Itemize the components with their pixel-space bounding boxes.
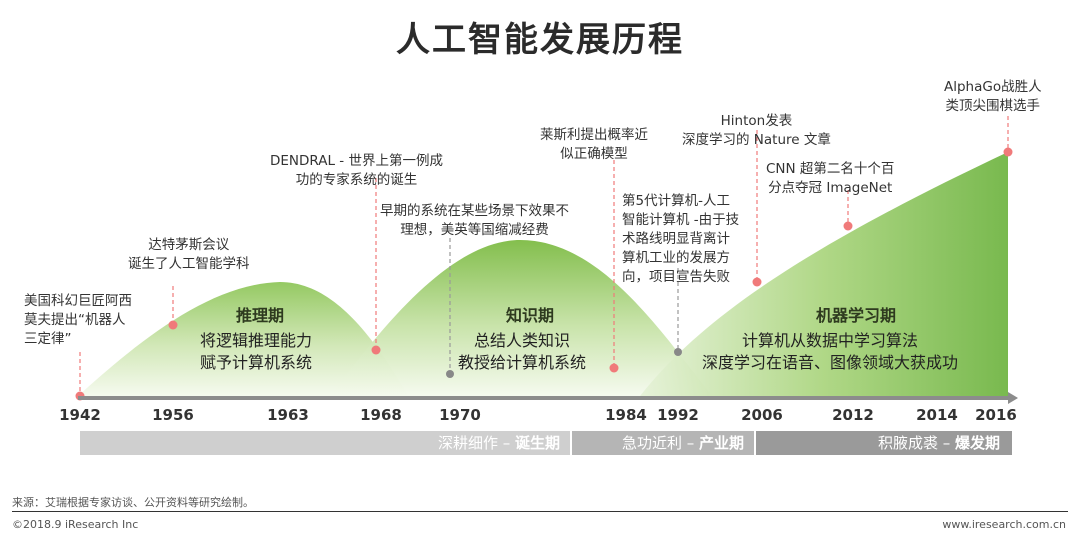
marker-2006 [752, 277, 762, 287]
axis-year: 1942 [59, 406, 101, 424]
event-1942: 美国科幻巨匠阿西 莫夫提出“机器人 三定律” [24, 293, 132, 347]
event-1970: 早期的系统在某些场景下效果不 理想，美英等国缩减经费 [380, 203, 569, 238]
marker-1984 [609, 363, 619, 373]
event-2016: AlphaGo战胜人 类顶尖围棋选手 [944, 79, 1042, 114]
phase-curve-ml [640, 152, 1008, 396]
axis-year: 1970 [439, 406, 481, 424]
copyright: ©2018.9 iResearch Inc [12, 518, 139, 531]
timeline-arrow [1008, 392, 1018, 404]
event-2012: CNN 超第二名十个百 分点夺冠 ImageNet [766, 161, 895, 196]
marker-1970 [446, 370, 454, 378]
era-label-industry: 急功近利 – 产业期 [621, 434, 744, 452]
axis-year: 1963 [267, 406, 309, 424]
era-bar-birth [80, 431, 570, 455]
event-2006: Hinton发表 深度学习的 Nature 文章 [682, 113, 831, 148]
phase-desc-ml: 计算机从数据中学习算法 深度学习在语音、图像领域大获成功 [702, 331, 959, 372]
axis-year: 1984 [605, 406, 647, 424]
phase-name-reasoning: 推理期 [236, 306, 285, 325]
event-1992: 第5代计算机-人工 智能计算机 -由于技 术路线明显背离计 算机工业的发展方 向… [622, 193, 740, 285]
marker-1956 [168, 320, 178, 330]
era-bar-industry [572, 431, 754, 455]
phase-desc-knowledge: 总结人类知识 教授给计算机系统 [458, 331, 587, 372]
footer-divider [12, 511, 1068, 512]
axis-year: 2014 [916, 406, 958, 424]
marker-1992 [674, 348, 682, 356]
source-note: 来源：艾瑞根据专家访谈、公开资料等研究绘制。 [12, 496, 254, 509]
axis-year: 1968 [360, 406, 402, 424]
phase-name-ml: 机器学习期 [816, 306, 897, 325]
marker-2016 [1003, 147, 1013, 157]
axis-year: 2006 [741, 406, 783, 424]
axis-year: 1956 [152, 406, 194, 424]
event-1956: 达特茅斯会议 诞生了人工智能学科 [128, 237, 250, 272]
phase-name-knowledge: 知识期 [506, 306, 555, 325]
website-link[interactable]: www.iresearch.com.cn [942, 518, 1066, 531]
era-label-explosion: 积腋成裘 – 爆发期 [877, 434, 1000, 452]
axis-year: 2012 [832, 406, 874, 424]
marker-1968 [371, 345, 381, 355]
marker-2012 [843, 221, 853, 231]
event-1968: DENDRAL - 世界上第一例成 功的专家系统的诞生 [270, 153, 443, 188]
phase-desc-reasoning: 将逻辑推理能力 赋予计算机系统 [200, 331, 313, 372]
phase-curve-reasoning [78, 282, 408, 396]
era-label-birth: 深耕细作 – 诞生期 [437, 434, 560, 452]
phase-curve-knowledge [330, 240, 712, 396]
page-title: 人工智能发展历程 [396, 20, 684, 60]
event-1984: 莱斯利提出概率近 似正确模型 [540, 127, 648, 162]
axis-year: 1992 [657, 406, 699, 424]
axis-year: 2016 [975, 406, 1017, 424]
era-bar-explosion [756, 431, 1012, 455]
